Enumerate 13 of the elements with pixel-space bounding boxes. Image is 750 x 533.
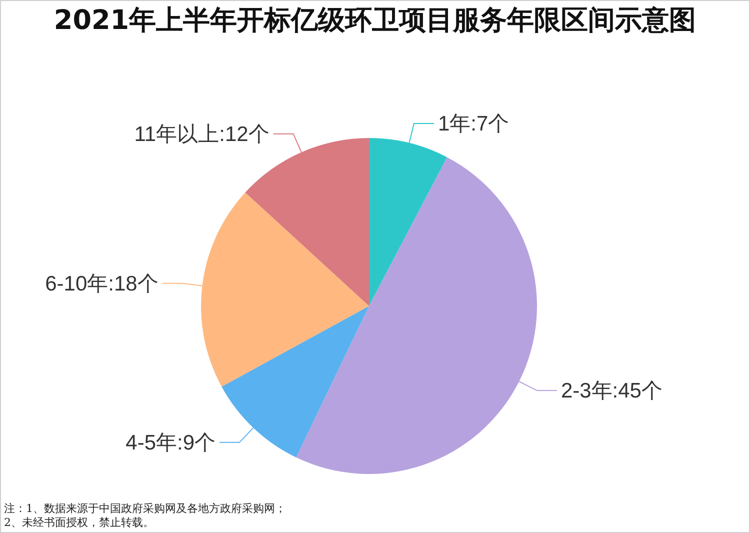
text: 2、未经书面授权，禁止转载。 xyxy=(4,516,154,529)
slice-label: 11年以上 xyxy=(134,122,220,146)
data-label: :9个 xyxy=(177,431,216,454)
data-label: :18个 xyxy=(108,272,158,296)
slice-label: 1年 xyxy=(438,112,471,136)
slice-label: 4-5年 xyxy=(126,431,178,454)
slice-label: 6-10年 xyxy=(45,272,108,296)
data-label: :12个 xyxy=(219,122,270,146)
text: 注：1、数据来源于中国政府采购网及各地方政府采购网； xyxy=(4,502,286,515)
chart-title: 2021年上半年开标亿级环卫项目服务年限区间示意图 xyxy=(54,5,696,36)
slice-label: 2-3年 xyxy=(560,379,612,402)
data-label: :45个 xyxy=(612,379,663,402)
data-label: :7个 xyxy=(470,112,510,136)
